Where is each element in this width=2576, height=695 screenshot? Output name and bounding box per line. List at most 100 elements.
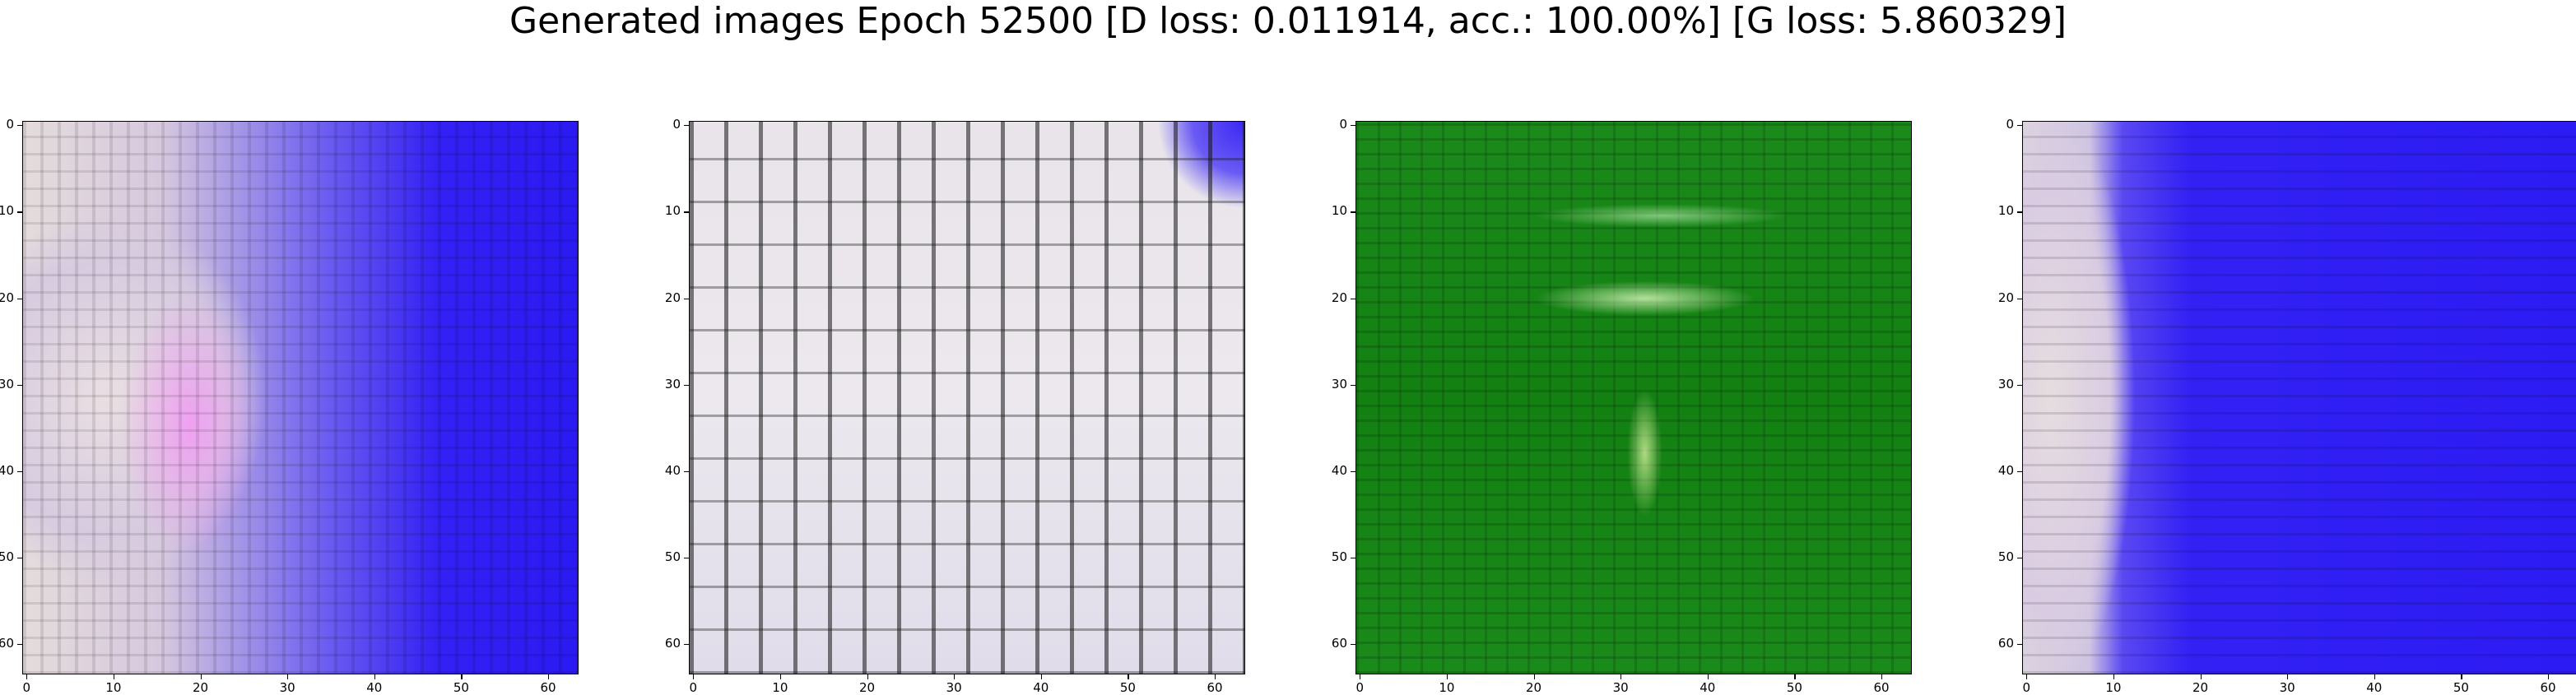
y-tick-mark <box>2017 470 2022 473</box>
x-tick-mark <box>1620 674 1622 679</box>
y-tick-label: 50 <box>1331 549 1347 565</box>
x-tick-mark <box>200 674 202 679</box>
y-tick-mark <box>17 211 22 213</box>
y-tick-label: 50 <box>664 549 681 565</box>
generated-image-3 <box>1355 121 1912 674</box>
x-tick-mark <box>26 674 28 679</box>
x-tick-mark <box>2200 674 2202 679</box>
x-tick-mark <box>548 674 550 679</box>
x-tick-label: 50 <box>1119 680 1136 695</box>
x-tick-label: 20 <box>2192 680 2209 695</box>
x-tick-label: 50 <box>2453 680 2469 695</box>
x-tick-label: 0 <box>2022 680 2031 695</box>
x-tick-mark <box>1794 674 1796 679</box>
x-tick-label: 40 <box>1700 680 1716 695</box>
image-panel-1: 0 10 20 30 40 50 60 0 10 20 30 40 50 60 <box>0 118 579 694</box>
x-tick-mark <box>2026 674 2028 679</box>
y-tick-mark <box>17 384 22 386</box>
image-panel-3: 0 10 20 30 40 50 60 0 10 20 30 40 50 60 <box>1332 118 1912 694</box>
x-tick-label: 60 <box>540 680 556 695</box>
y-tick-label: 30 <box>0 376 14 392</box>
x-tick-label: 40 <box>1033 680 1049 695</box>
x-tick-mark <box>374 674 375 679</box>
generated-image-2 <box>689 121 1245 674</box>
x-tick-label: 60 <box>2540 680 2556 695</box>
x-tick-mark <box>2461 674 2462 679</box>
y-tick-label: 30 <box>1331 376 1347 392</box>
x-tick-mark <box>287 674 289 679</box>
x-tick-mark <box>1446 674 1448 679</box>
y-tick-label: 30 <box>1997 376 2014 392</box>
y-tick-mark <box>2017 644 2022 646</box>
y-tick-label: 60 <box>1997 636 2014 651</box>
x-tick-mark <box>954 674 956 679</box>
x-tick-label: 20 <box>858 680 876 695</box>
x-tick-mark <box>2287 674 2289 679</box>
y-tick-label: 20 <box>664 290 681 305</box>
x-tick-mark <box>2374 674 2375 679</box>
image-panel-2: 0 10 20 30 40 50 60 0 10 20 30 40 50 60 <box>665 118 1245 694</box>
x-tick-mark <box>779 674 782 679</box>
y-tick-mark <box>684 470 689 473</box>
y-tick-label: 40 <box>1331 462 1347 478</box>
y-tick-label: 60 <box>0 636 14 651</box>
generated-image-1 <box>22 121 579 674</box>
x-tick-label: 20 <box>1525 680 1542 695</box>
y-tick-label: 40 <box>664 462 681 478</box>
x-tick-label: 20 <box>192 680 209 695</box>
x-tick-label: 0 <box>1355 680 1365 695</box>
figure-title: Generated images Epoch 52500 [D loss: 0.… <box>509 0 2067 42</box>
y-tick-label: 0 <box>672 117 681 132</box>
y-tick-mark <box>1351 125 1355 127</box>
y-tick-label: 20 <box>0 290 14 305</box>
x-tick-mark <box>1040 674 1042 679</box>
x-tick-label: 30 <box>946 680 962 695</box>
y-tick-mark <box>17 125 22 127</box>
y-tick-label: 50 <box>1997 549 2014 565</box>
y-tick-label: 0 <box>6 117 14 132</box>
x-tick-mark <box>693 674 695 679</box>
y-tick-mark <box>1351 384 1355 386</box>
x-tick-label: 60 <box>1873 680 1890 695</box>
y-tick-mark <box>1351 470 1355 473</box>
x-tick-label: 0 <box>22 680 31 695</box>
y-tick-mark <box>17 470 22 473</box>
y-tick-label: 0 <box>2006 117 2014 132</box>
y-tick-mark <box>684 644 689 646</box>
y-tick-mark <box>17 644 22 646</box>
x-tick-mark <box>461 674 463 679</box>
x-tick-label: 50 <box>453 680 469 695</box>
y-tick-mark <box>1351 211 1355 213</box>
y-tick-mark <box>2017 211 2022 213</box>
x-tick-label: 50 <box>1786 680 1802 695</box>
x-tick-mark <box>1881 674 1883 679</box>
x-tick-mark <box>2548 674 2550 679</box>
y-tick-mark <box>1351 644 1355 646</box>
y-tick-label: 60 <box>1331 636 1347 651</box>
x-tick-mark <box>867 674 868 679</box>
y-tick-label: 10 <box>664 203 681 219</box>
x-tick-label: 10 <box>105 680 122 695</box>
y-tick-label: 60 <box>664 636 681 651</box>
y-tick-mark <box>684 211 689 213</box>
x-tick-label: 40 <box>366 680 383 695</box>
y-tick-label: 0 <box>1339 117 1347 132</box>
x-tick-label: 10 <box>772 680 788 695</box>
x-tick-label: 0 <box>689 680 698 695</box>
y-tick-label: 40 <box>1997 462 2014 478</box>
y-tick-label: 10 <box>0 203 14 219</box>
x-tick-mark <box>1533 674 1535 679</box>
generated-image-4 <box>2022 121 2576 674</box>
y-tick-label: 20 <box>1331 290 1347 305</box>
y-tick-label: 10 <box>1997 203 2014 219</box>
y-tick-label: 20 <box>1997 290 2014 305</box>
x-tick-label: 10 <box>2105 680 2122 695</box>
x-tick-label: 30 <box>1612 680 1629 695</box>
x-tick-mark <box>2113 674 2115 679</box>
x-tick-mark <box>1215 674 1216 679</box>
y-tick-mark <box>684 384 689 386</box>
y-tick-label: 40 <box>0 462 14 478</box>
x-tick-label: 10 <box>1439 680 1455 695</box>
image-panel-4: 0 10 20 30 40 50 60 0 10 20 30 40 50 60 <box>1998 118 2576 694</box>
y-tick-label: 30 <box>664 376 681 392</box>
